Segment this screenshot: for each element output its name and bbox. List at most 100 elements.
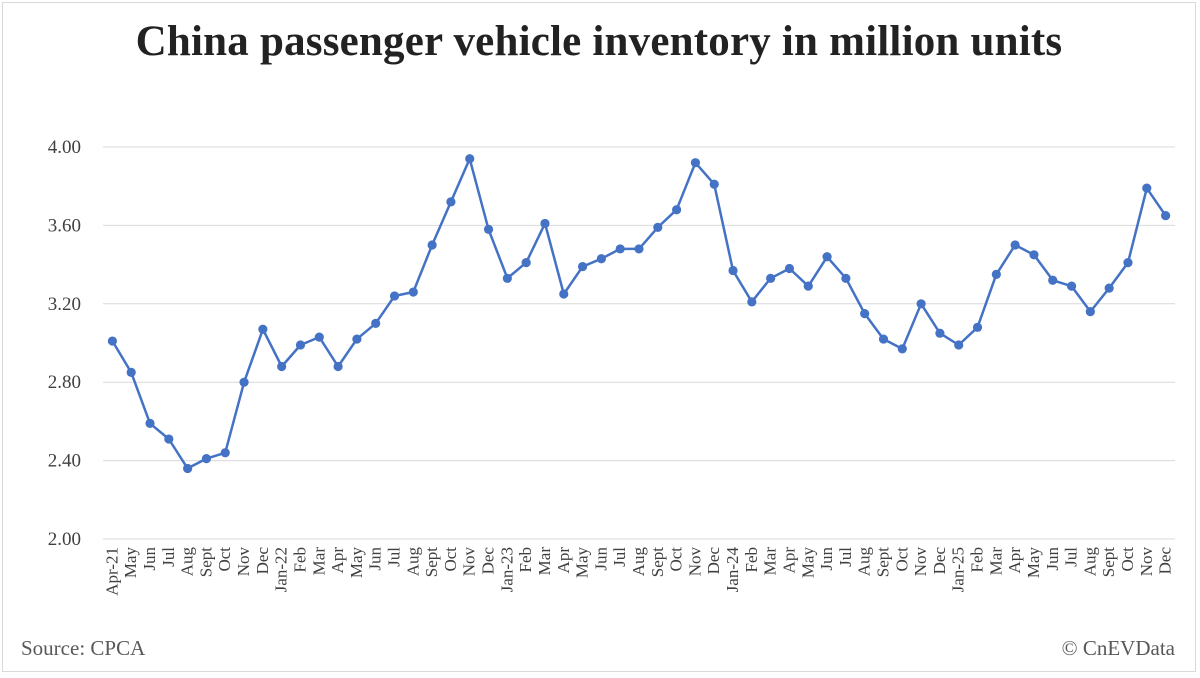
data-point [672,205,682,215]
data-point [577,261,588,272]
x-tick-label: Aug [629,547,648,577]
data-point [201,454,212,464]
data-point [1066,281,1077,291]
x-tick-label: Apr [554,547,573,574]
x-tick-label: Nov [1137,547,1156,577]
x-tick-label: Sept [422,547,441,578]
x-tick-label: Mar [309,547,328,576]
x-tick-label: Dec [253,547,272,575]
chart-title: China passenger vehicle inventory in mil… [135,18,1063,65]
x-tick-label: Oct [441,547,460,572]
credit-note: © CnEVData [1061,636,1175,660]
data-point [220,448,230,458]
x-tick-label: Nov [911,547,930,577]
data-point [916,299,926,309]
x-tick-label: Aug [1080,547,1099,577]
x-tick-label: Feb [290,547,309,573]
data-point [352,334,362,344]
data-point [1142,183,1152,193]
data-point [784,263,795,274]
x-tick-label: Mar [761,547,780,576]
x-tick-label: Feb [968,547,987,573]
data-point [803,281,813,291]
x-tick-label: Apr [1005,547,1024,574]
x-tick-label: May [1024,547,1043,579]
x-tick-label: Sept [873,547,892,578]
data-point [841,273,851,283]
data-point [465,154,475,164]
x-tick-label: Dec [1156,547,1175,575]
x-tick-label: Aug [178,547,197,577]
data-point [239,377,249,387]
x-tick-label: Apr [779,547,798,574]
x-tick-label: Jun [366,547,385,571]
x-tick-label: Dec [704,547,723,575]
data-point [408,287,418,297]
data-point [502,273,512,283]
data-point [1160,211,1171,221]
data-point [164,434,174,444]
data-point [991,269,1001,279]
x-tick-label: Jul [836,547,855,567]
data-point [126,367,136,377]
data-point [766,273,776,283]
x-tick-label: May [798,547,817,579]
data-point [277,361,287,372]
data-point [935,328,945,338]
x-tick-label: Feb [742,547,761,573]
data-point [860,309,870,319]
x-tick-label: Sept [1099,547,1118,578]
y-tick-label: 3.60 [48,215,81,236]
x-tick-label: Oct [667,547,686,572]
x-tick-label: Sept [196,547,215,578]
data-point [878,334,889,344]
data-point [728,265,738,276]
x-tick-label: Apr [328,547,347,574]
data-point [690,158,701,168]
x-tick-label: Feb [516,547,535,573]
x-tick-label: Jun [140,547,159,571]
data-point [389,291,400,301]
x-tick-label: Jul [385,547,404,567]
x-tick-label: Jul [610,547,629,567]
data-point [822,252,832,262]
source-note: Source: CPCA [21,636,146,660]
data-point [483,224,494,234]
data-point [540,218,550,229]
x-tick-label: Sept [648,547,667,578]
x-tick-label: Jan-23 [497,547,516,592]
data-point [314,332,324,342]
data-point [521,258,531,268]
x-tick-label: Oct [1118,547,1137,572]
y-tick-label: 2.00 [48,529,81,550]
x-tick-label: Aug [403,547,422,577]
x-tick-label: Dec [930,547,949,575]
data-point [596,254,606,264]
data-point [1029,250,1039,260]
data-point [559,289,569,299]
data-point [747,297,757,307]
data-point [653,222,663,232]
data-point [972,322,983,332]
x-tick-label: Oct [892,547,911,572]
x-tick-label: Jun [591,547,610,571]
x-tick-label: May [573,547,592,579]
x-tick-label: Dec [479,547,498,575]
data-point [634,244,644,254]
x-tick-label: Jan-24 [723,547,742,593]
data-point [615,244,625,254]
y-tick-label: 4.00 [48,137,81,158]
data-point [333,361,343,372]
x-tick-label: Jun [1043,547,1062,571]
data-point [1104,283,1114,293]
x-tick-label: Jun [817,547,836,571]
x-tick-label: Mar [986,547,1005,576]
data-point [1085,307,1095,317]
x-tick-label: Nov [685,547,704,577]
x-tick-label: Aug [855,547,874,577]
x-tick-label: Nov [234,547,253,577]
y-tick-label: 2.80 [48,372,81,393]
x-tick-label: Jul [1062,547,1081,567]
